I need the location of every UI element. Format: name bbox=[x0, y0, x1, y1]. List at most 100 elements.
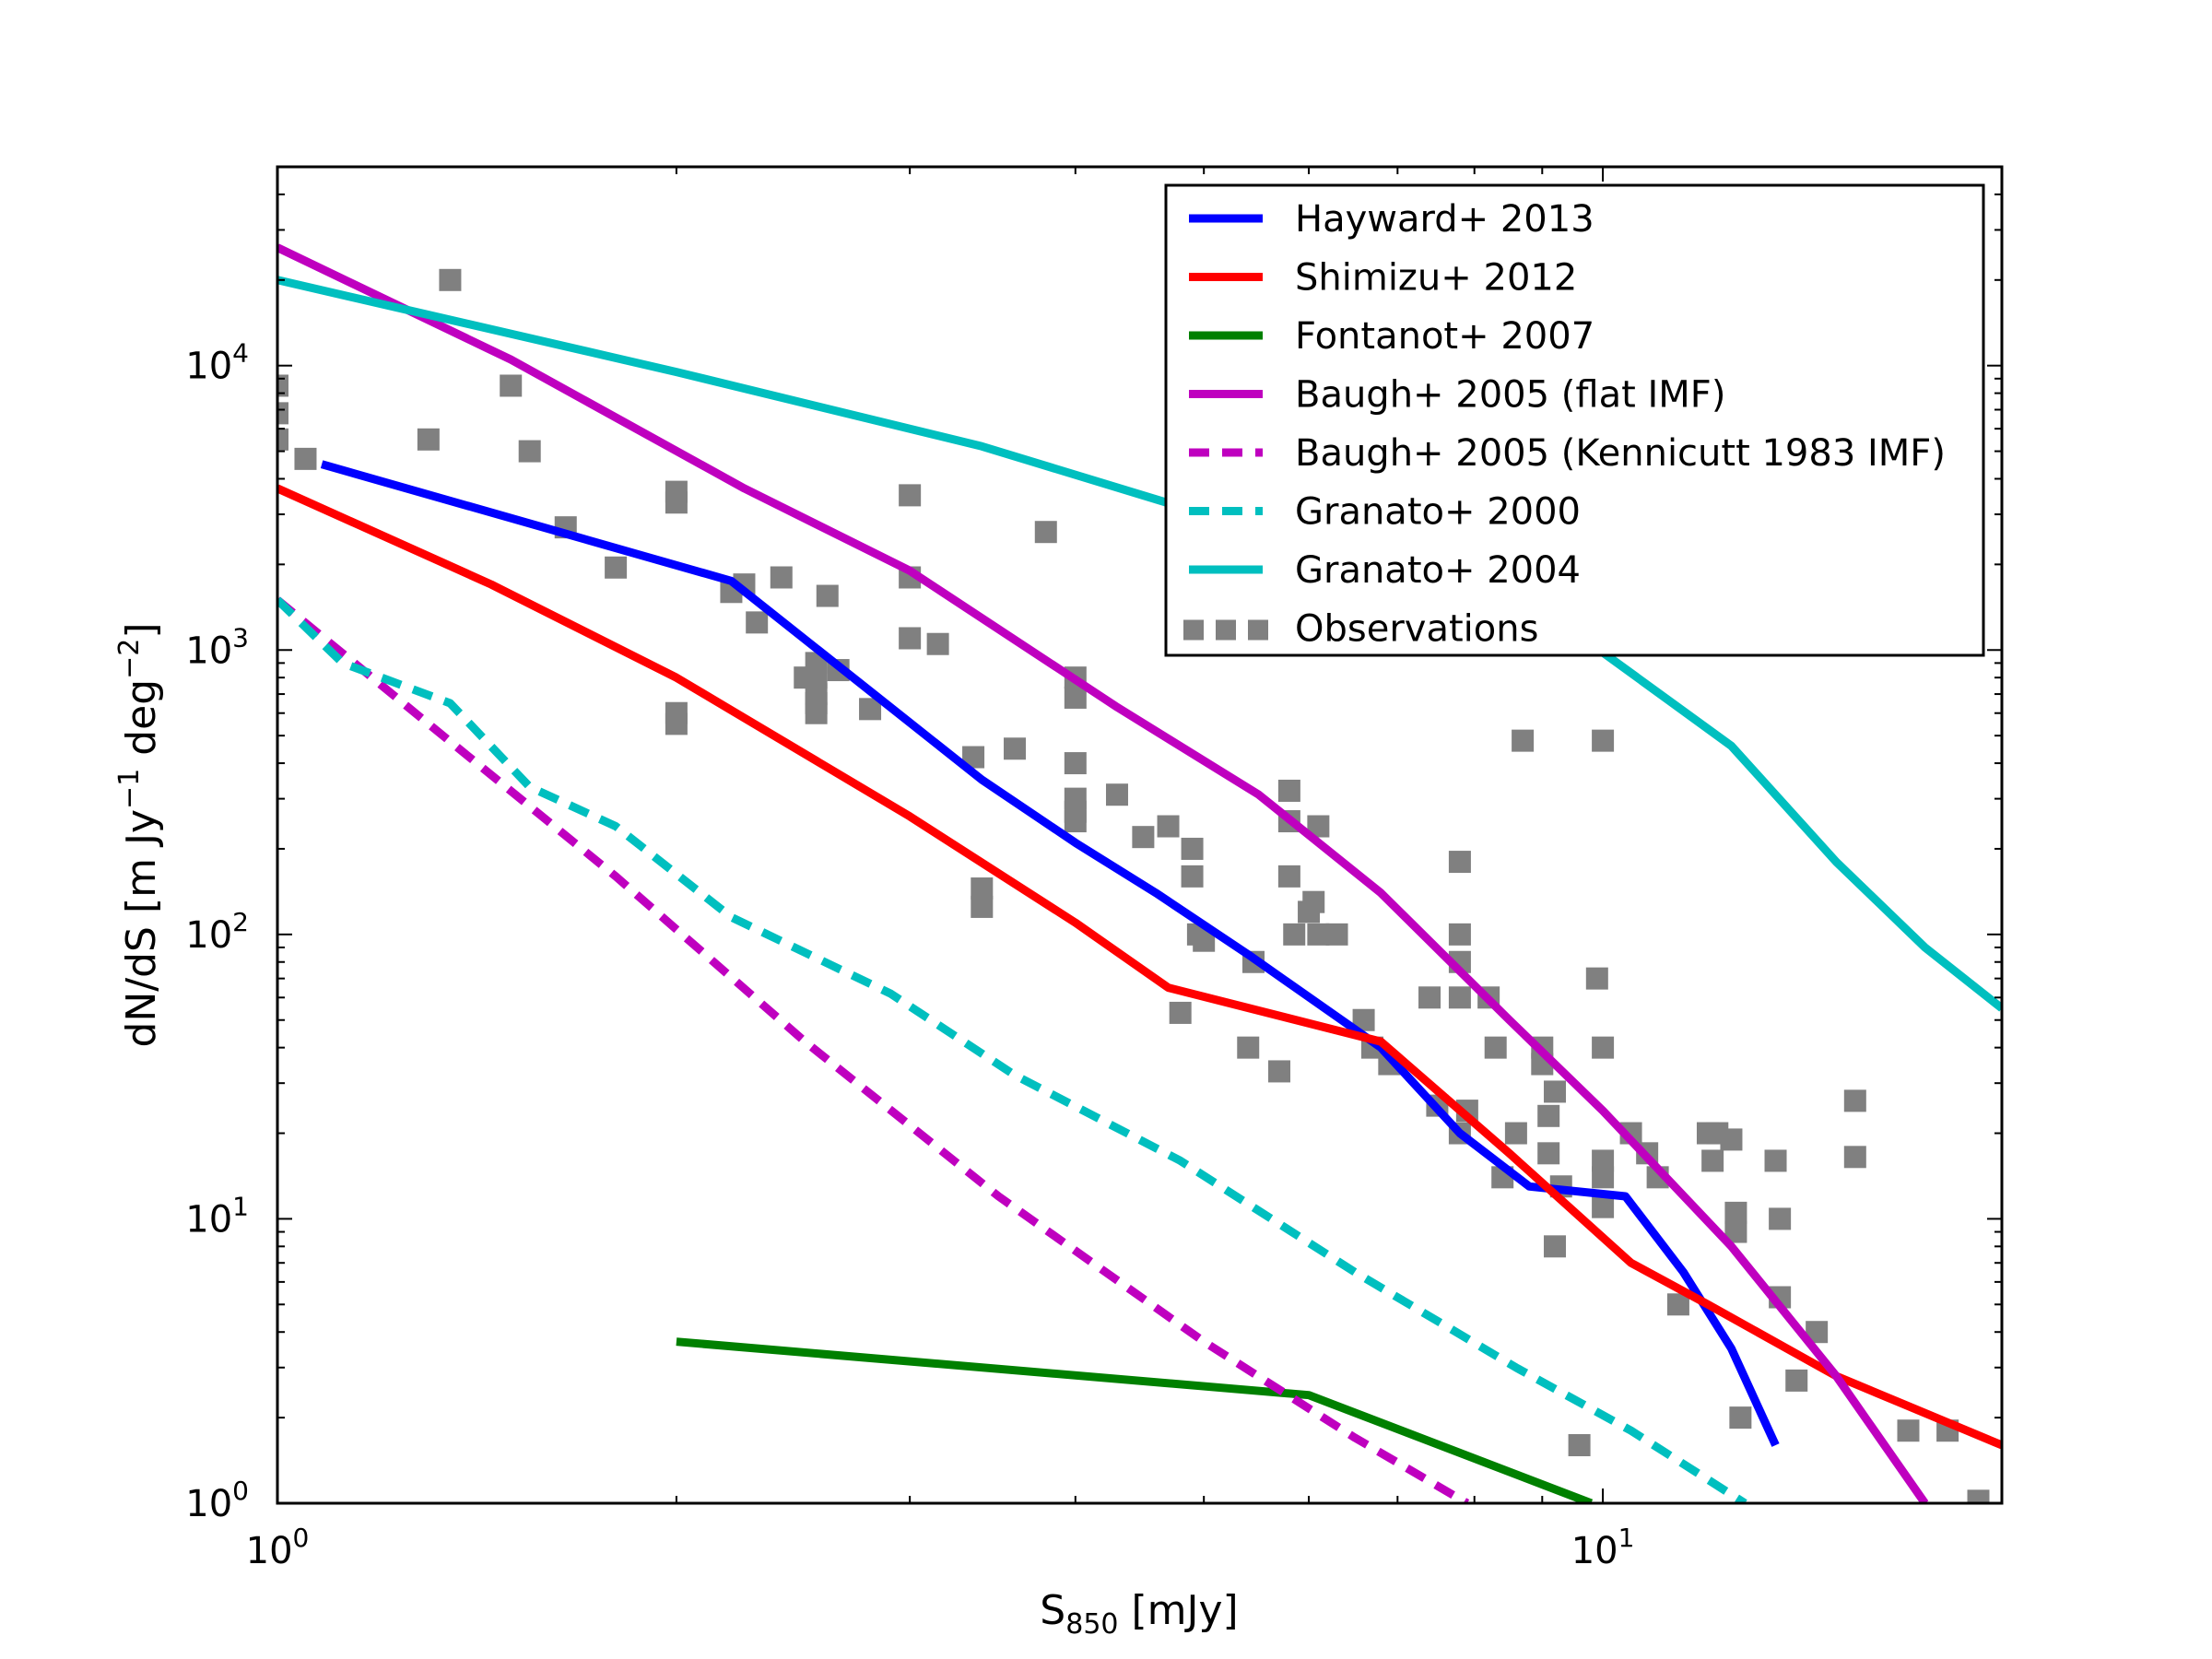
observation-point bbox=[1764, 1149, 1787, 1172]
observation-point bbox=[1105, 783, 1128, 806]
observation-point bbox=[770, 566, 793, 589]
legend-label: Observations bbox=[1295, 608, 1538, 651]
observation-point bbox=[277, 374, 288, 397]
observation-point bbox=[1785, 1369, 1808, 1392]
observation-point bbox=[500, 374, 523, 397]
observation-point bbox=[1132, 826, 1155, 849]
observation-point bbox=[746, 611, 769, 634]
observation-point bbox=[1181, 865, 1204, 888]
observation-point bbox=[417, 428, 440, 451]
observation-point bbox=[1448, 851, 1471, 874]
observation-point bbox=[1448, 986, 1471, 1009]
legend-entry-granato-2000: Granato+ 2000 bbox=[1189, 491, 1581, 534]
observation-point bbox=[518, 440, 541, 463]
legend-label: Shimizu+ 2012 bbox=[1295, 257, 1577, 300]
x-tick-label: 100 bbox=[246, 1523, 310, 1572]
plot-frame bbox=[276, 165, 2004, 1505]
legend: Hayward+ 2013 Shimizu+ 2012 Fontanot+ 2007… bbox=[1164, 183, 1985, 657]
observation-point bbox=[1418, 986, 1441, 1009]
observation-point bbox=[1701, 1149, 1724, 1172]
series-line-fontanot-2007 bbox=[676, 1337, 1594, 1503]
series-line-baugh-2005-kennicutt-1983-imf bbox=[277, 596, 1470, 1503]
y-axis-label: dN/dS [m Jy−1 deg−2] bbox=[113, 622, 165, 1047]
legend-label: Baugh+ 2005 (Kennicutt 1983 IMF) bbox=[1295, 432, 1946, 475]
observation-point bbox=[805, 666, 828, 689]
observation-point bbox=[1283, 923, 1306, 946]
observation-point bbox=[1897, 1419, 1920, 1442]
observation-point bbox=[1967, 1489, 1990, 1503]
observation-point bbox=[1064, 810, 1087, 833]
observation-point bbox=[1592, 1195, 1615, 1218]
observation-point bbox=[1237, 1036, 1260, 1059]
observation-point bbox=[816, 584, 839, 607]
observation-point bbox=[1277, 865, 1300, 888]
series-line-baugh-2005-flat-imf bbox=[277, 243, 1929, 1503]
observation-point bbox=[665, 491, 688, 514]
observation-point bbox=[1537, 1104, 1560, 1127]
y-tick-label: 102 bbox=[185, 907, 249, 957]
series-line-granato-2000 bbox=[277, 596, 1747, 1503]
legend-frame bbox=[1164, 183, 1985, 657]
observation-point bbox=[1724, 1201, 1747, 1224]
legend-entry-hayward-2013: Hayward+ 2013 bbox=[1189, 198, 1594, 241]
observation-point bbox=[1504, 1122, 1527, 1145]
legend-label: Granato+ 2000 bbox=[1295, 491, 1581, 534]
observation-point bbox=[1585, 967, 1608, 990]
observation-point bbox=[1568, 1434, 1591, 1457]
observation-point bbox=[1729, 1406, 1752, 1430]
observation-point bbox=[1064, 686, 1087, 709]
x-axis-label: S850 [mJy] bbox=[1040, 1587, 1238, 1641]
observation-point bbox=[1592, 1036, 1615, 1059]
legend-label: Fontanot+ 2007 bbox=[1295, 315, 1594, 358]
observation-point bbox=[439, 268, 462, 291]
observation-point bbox=[1169, 1001, 1192, 1024]
observation-point bbox=[1302, 890, 1325, 913]
observation-point bbox=[1484, 1036, 1507, 1059]
observation-point bbox=[1720, 1128, 1743, 1151]
observation-point bbox=[665, 712, 688, 735]
legend-label: Baugh+ 2005 (flat IMF) bbox=[1295, 374, 1725, 417]
observation-point bbox=[1268, 1060, 1291, 1083]
observation-point bbox=[971, 895, 994, 918]
legend-entry-baugh-2005-flat-imf: Baugh+ 2005 (flat IMF) bbox=[1189, 374, 1725, 417]
observation-point bbox=[805, 701, 828, 724]
observation-point bbox=[605, 556, 628, 579]
legend-entry-observations: Observations bbox=[1183, 608, 1538, 651]
observation-point bbox=[1769, 1207, 1792, 1230]
observation-point bbox=[1592, 1166, 1615, 1189]
observation-point bbox=[1544, 1080, 1567, 1103]
observation-point bbox=[1064, 752, 1087, 775]
observation-point bbox=[1181, 837, 1204, 860]
legend-label: Hayward+ 2013 bbox=[1295, 198, 1594, 241]
observation-point bbox=[899, 627, 922, 650]
legend-entry-granato-2004: Granato+ 2004 bbox=[1189, 549, 1581, 592]
observation-point bbox=[1277, 779, 1300, 802]
legend-entry-baugh-2005-kennicutt-1983-imf: Baugh+ 2005 (Kennicutt 1983 IMF) bbox=[1189, 432, 1946, 475]
legend-label: Granato+ 2004 bbox=[1295, 549, 1581, 592]
y-tick-label: 101 bbox=[185, 1191, 249, 1241]
legend-marker bbox=[1183, 619, 1204, 641]
observation-point bbox=[1325, 923, 1348, 946]
observation-point bbox=[926, 632, 949, 655]
y-tick-label: 100 bbox=[185, 1476, 249, 1525]
series-line-hayward-2013 bbox=[320, 460, 1780, 1447]
observation-point bbox=[277, 428, 288, 451]
y-tick-label: 103 bbox=[185, 622, 249, 672]
observation-point bbox=[1843, 1089, 1866, 1112]
legend-entry-fontanot-2007: Fontanot+ 2007 bbox=[1189, 315, 1594, 358]
observation-point bbox=[1512, 729, 1535, 752]
legend-entry-shimizu-2012: Shimizu+ 2012 bbox=[1189, 257, 1577, 300]
observation-point bbox=[899, 484, 922, 507]
observation-point bbox=[1307, 923, 1330, 946]
y-tick-label: 104 bbox=[185, 338, 249, 388]
observation-point bbox=[1537, 1142, 1560, 1165]
observation-point bbox=[1592, 729, 1615, 752]
x-tick-label: 101 bbox=[1571, 1523, 1635, 1572]
observation-point bbox=[277, 402, 288, 425]
observation-point bbox=[1843, 1146, 1866, 1169]
observation-point bbox=[1004, 737, 1027, 760]
legend-marker bbox=[1248, 619, 1268, 641]
observation-point bbox=[1157, 815, 1180, 838]
observation-point bbox=[1448, 923, 1471, 946]
